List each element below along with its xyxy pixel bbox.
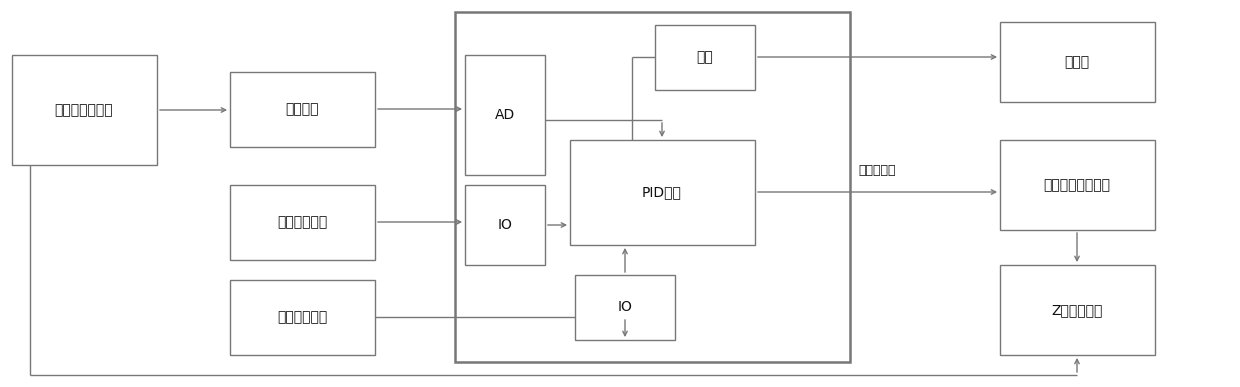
Text: PID控制: PID控制 (642, 185, 682, 199)
Text: AD: AD (495, 108, 515, 122)
Text: 外部控制接口: 外部控制接口 (277, 215, 327, 229)
Bar (229, 72, 374, 147)
Bar (229, 280, 374, 355)
Bar (465, 185, 546, 265)
Bar (575, 275, 675, 340)
Bar (655, 25, 755, 90)
Bar (570, 140, 755, 245)
Text: Z轴执行机构: Z轴执行机构 (1052, 303, 1102, 317)
Bar (999, 140, 1154, 230)
Text: IO: IO (618, 300, 632, 314)
Text: 频率脉冲串: 频率脉冲串 (858, 163, 895, 176)
Text: 步进或伺服驱动器: 步进或伺服驱动器 (1044, 178, 1111, 192)
Bar (999, 265, 1154, 355)
Text: 串口: 串口 (697, 50, 713, 64)
Bar (465, 55, 546, 175)
Text: 触摸屏: 触摸屏 (1064, 55, 1090, 69)
Text: 信号调理: 信号调理 (285, 102, 319, 116)
Text: 系统报警输入: 系统报警输入 (277, 310, 327, 324)
Text: 激光位移传感器: 激光位移传感器 (55, 103, 113, 117)
Bar (455, 12, 849, 362)
Bar (999, 22, 1154, 102)
Bar (12, 55, 157, 165)
Text: IO: IO (497, 218, 512, 232)
Bar (229, 185, 374, 260)
